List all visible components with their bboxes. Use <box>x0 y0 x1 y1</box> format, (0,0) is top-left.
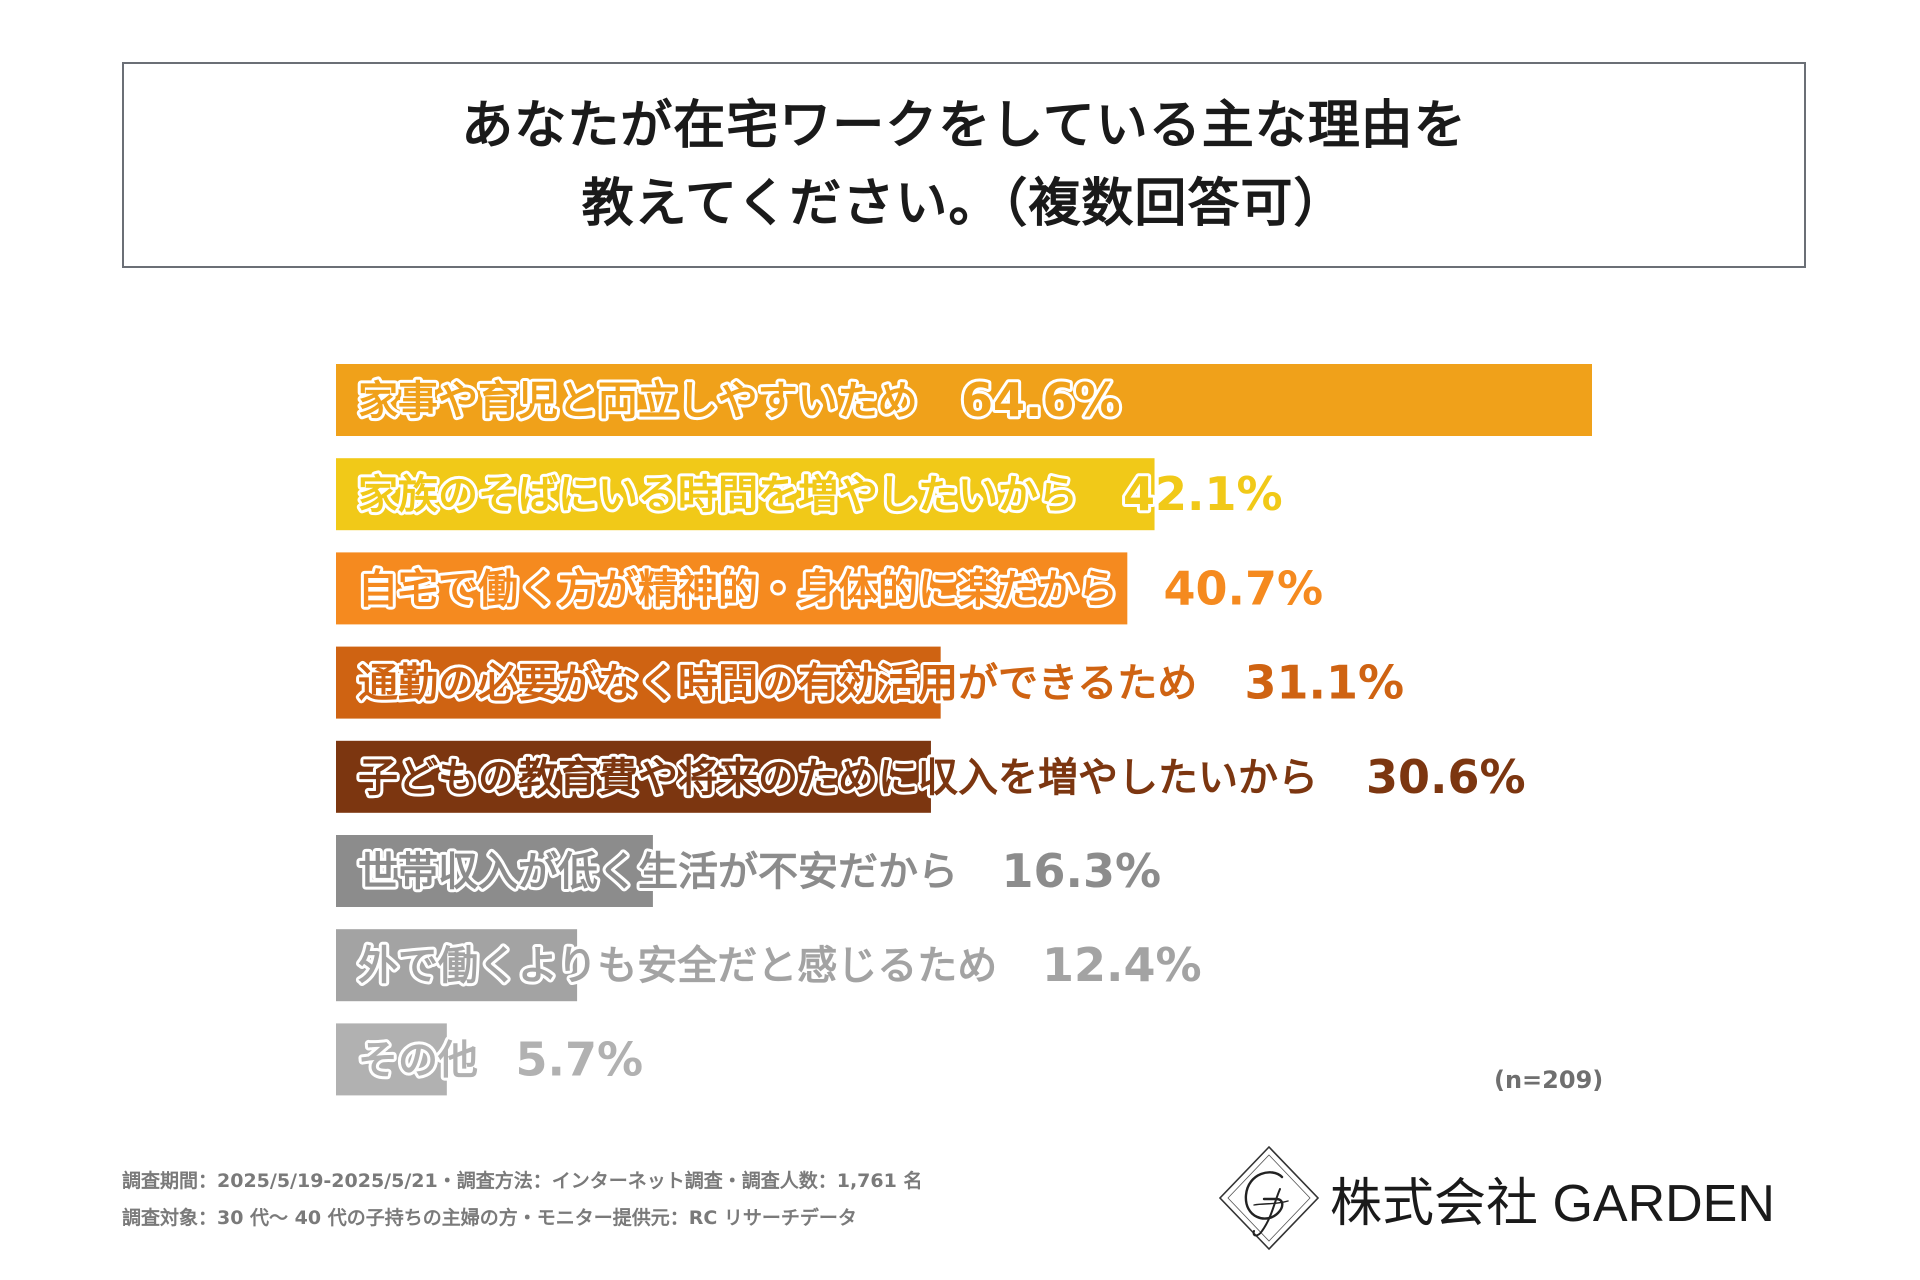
company-logo: 株式会社 GARDEN <box>1214 1138 1814 1258</box>
bar-3 <box>336 552 1128 625</box>
bar-value-6: 16.3% <box>1002 844 1162 898</box>
bar-1 <box>336 364 1592 436</box>
survey-footnote-target: 調査対象：30 代〜 40 代の子持ちの主婦の方・モニター提供元：RC リサーチ… <box>122 1207 857 1229</box>
question-title-line-2: 教えてください。（複数回答可） <box>581 174 1347 234</box>
garden-monogram-icon <box>1218 1145 1320 1251</box>
bar-label-6: 世帯収入が低く生活が不安だから <box>358 849 958 895</box>
bar-label-5: 子どもの教育費や将来のために収入を増やしたいから <box>358 755 1318 801</box>
bar-label-1: 家事や育児と両立しやすいため <box>358 378 918 424</box>
survey-footnote-period: 調査期間：2025/5/19-2025/5/21・調査方法：インターネット調査・… <box>122 1170 923 1192</box>
bar-value-5: 30.6% <box>1366 750 1526 804</box>
question-title-box: あなたが在宅ワークをしている主な理由を 教えてください。（複数回答可） <box>122 62 1806 268</box>
bar-label-3: 自宅で働く方が精神的・身体的に楽だから <box>358 566 1118 612</box>
bar-value-4: 31.1% <box>1245 656 1405 710</box>
bar-value-7: 12.4% <box>1042 938 1202 992</box>
bar-6 <box>336 835 653 907</box>
bar-2 <box>336 458 1155 531</box>
bar-value-2: 42.1% <box>1123 467 1283 521</box>
bar-label-7: 外で働くよりも安全だと感じるため <box>358 943 997 989</box>
bar-label-2: 家族のそばにいる時間を増やしたいから <box>358 472 1078 518</box>
bar-label-4: 通勤の必要がなく時間の有効活用ができるため <box>358 661 1197 707</box>
company-name: 株式会社 GARDEN <box>1330 1174 1775 1233</box>
bar-8 <box>336 1023 447 1096</box>
bar-label-8: その他 <box>358 1037 478 1083</box>
bar-5 <box>336 740 931 813</box>
question-title-line-1: あなたが在宅ワークをしている主な理由を <box>461 96 1467 156</box>
bar-value-1: 64.6% <box>961 373 1121 427</box>
bar-7 <box>336 929 578 1002</box>
bar-value-8: 5.7% <box>516 1032 644 1086</box>
bar-4 <box>336 646 941 719</box>
bar-value-3: 40.7% <box>1164 561 1324 615</box>
sample-size-note: (n=209) <box>1494 1066 1604 1094</box>
